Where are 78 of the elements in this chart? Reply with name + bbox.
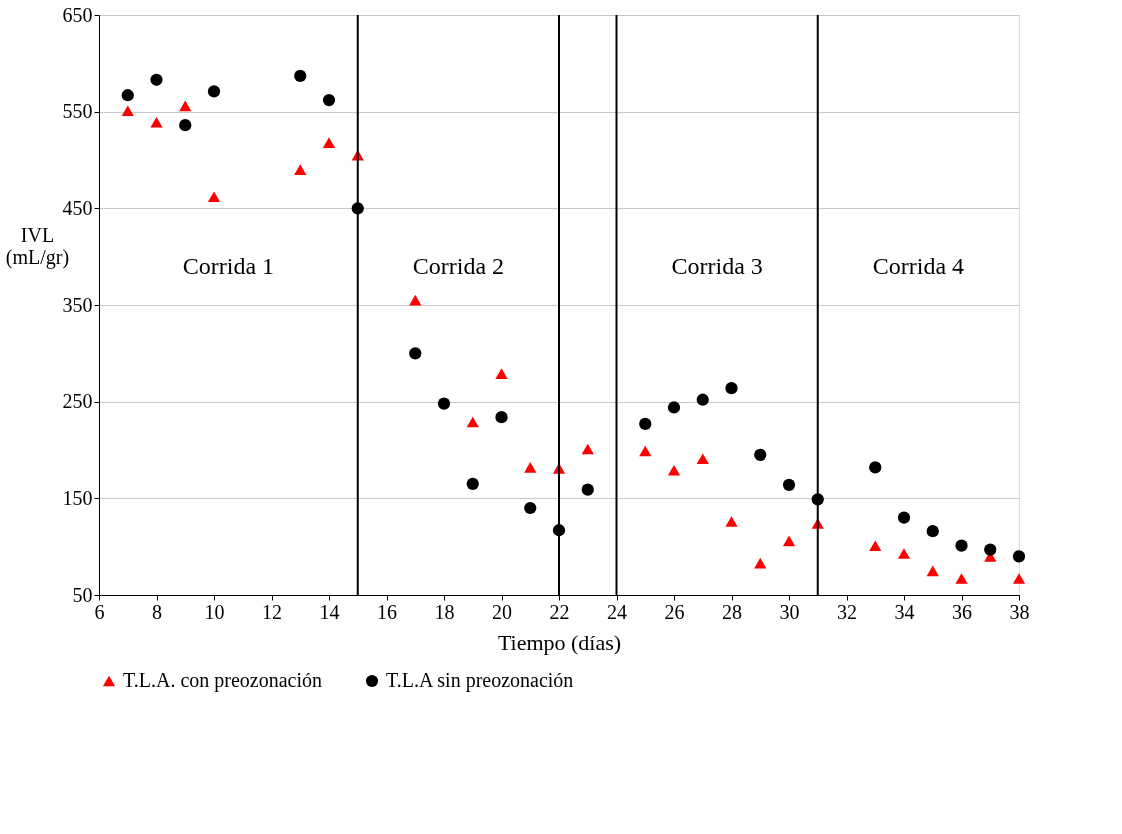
- x-tick-label: 16: [377, 600, 397, 623]
- y-tick-label: 550: [62, 100, 93, 123]
- legend-label: T.L.A. con preozonación: [123, 669, 322, 692]
- x-tick-label: 18: [434, 600, 455, 623]
- x-tick-label: 22: [549, 600, 570, 623]
- point: [150, 73, 163, 86]
- point: [581, 443, 594, 455]
- y-tick-label: 350: [62, 293, 93, 316]
- x-axis-title: Tiempo (días): [497, 629, 622, 655]
- point: [869, 540, 882, 551]
- point: [725, 516, 738, 527]
- point: [322, 137, 336, 148]
- point: [1012, 573, 1026, 584]
- point: [782, 478, 796, 491]
- point: [179, 100, 192, 112]
- point: [495, 411, 508, 424]
- point: [150, 117, 163, 128]
- point: [639, 445, 652, 457]
- x-tick-label: 38: [1009, 600, 1030, 623]
- x-tick-label: 14: [319, 600, 340, 623]
- point: [121, 89, 134, 102]
- x-tick-label: 26: [664, 600, 685, 623]
- point: [754, 448, 767, 461]
- point: [179, 119, 192, 132]
- x-tick-label: 36: [952, 600, 972, 623]
- point: [1012, 550, 1026, 563]
- point: [869, 461, 882, 474]
- point: [437, 397, 451, 410]
- point: [667, 465, 681, 476]
- y-axis-title: IVL (mL/gr): [5, 223, 70, 269]
- y-tick-label: 50: [72, 583, 93, 606]
- point: [696, 393, 709, 406]
- annotation: Corrida 3: [671, 253, 763, 280]
- point: [524, 462, 537, 473]
- point: [121, 105, 134, 116]
- annotation: Corrida 4: [872, 253, 965, 280]
- legend-label: T.L.A sin preozonación: [386, 669, 574, 692]
- x-tick-label: 28: [722, 600, 742, 623]
- x-tick-label: 6: [94, 600, 105, 623]
- x-tick-label: 8: [152, 600, 162, 623]
- point: [524, 501, 537, 515]
- point: [955, 539, 968, 552]
- y-tick-label: 650: [62, 3, 93, 26]
- point: [782, 535, 796, 547]
- point: [725, 382, 738, 395]
- point: [207, 85, 221, 98]
- point: [294, 164, 307, 175]
- y-tick-label: 250: [62, 390, 93, 413]
- y-tick-label: 150: [62, 486, 93, 509]
- y-tick-label: 450: [62, 196, 93, 219]
- point: [926, 565, 939, 577]
- point: [409, 347, 422, 360]
- point: [466, 477, 479, 490]
- annotation: Corrida 1: [182, 253, 275, 280]
- point: [322, 93, 336, 107]
- x-tick-label: 10: [204, 600, 225, 623]
- point: [754, 557, 767, 569]
- point: [639, 417, 652, 431]
- point: [294, 69, 307, 83]
- point: [495, 368, 508, 379]
- x-tick-label: 20: [492, 600, 512, 623]
- point: [207, 191, 221, 203]
- point: [897, 511, 911, 524]
- point: [667, 401, 681, 414]
- x-tick-label: 32: [837, 600, 857, 623]
- x-tick-label: 24: [607, 600, 627, 623]
- point: [581, 483, 594, 496]
- point: [955, 573, 968, 584]
- point: [926, 525, 939, 538]
- point: [466, 416, 479, 428]
- point: [696, 453, 709, 464]
- point: [409, 294, 422, 306]
- x-tick-label: 30: [779, 600, 800, 623]
- point: [897, 548, 911, 559]
- annotation: Corrida 2: [412, 253, 505, 280]
- x-tick-label: 34: [894, 600, 915, 623]
- x-tick-label: 12: [262, 600, 282, 623]
- point: [984, 543, 997, 556]
